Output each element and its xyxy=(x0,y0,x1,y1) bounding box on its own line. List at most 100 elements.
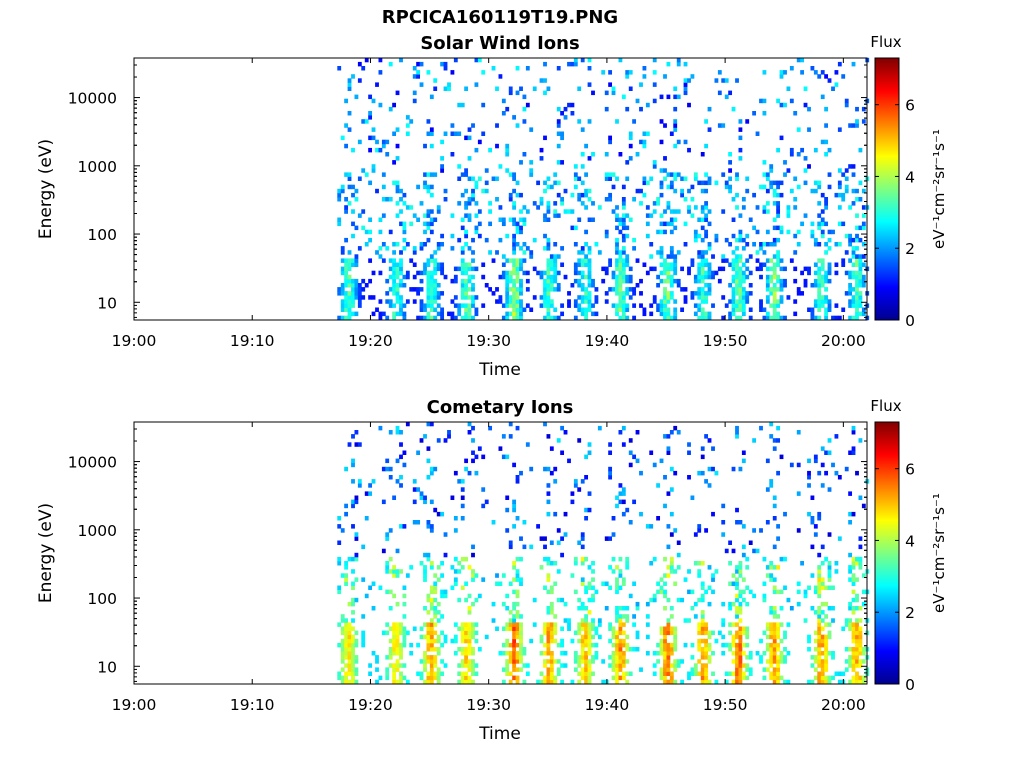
spectrogram-cell xyxy=(567,61,571,67)
spectrogram-cell xyxy=(460,266,465,272)
spectrogram-cell xyxy=(464,287,469,292)
spectrogram-cell xyxy=(474,307,479,312)
spectrogram-cell xyxy=(663,74,667,79)
spectrogram-cell xyxy=(615,581,619,586)
spectrogram-cell xyxy=(786,229,791,235)
spectrogram-cell xyxy=(618,659,623,664)
spectrogram-cell xyxy=(587,638,592,644)
spectrogram-cell xyxy=(549,630,554,636)
spectrogram-cell xyxy=(615,287,619,292)
spectrogram-cell xyxy=(663,573,667,578)
spectrogram-cell xyxy=(663,630,667,636)
spectrogram-cell xyxy=(697,561,702,566)
spectrogram-cell xyxy=(848,622,853,627)
spectrogram-cell xyxy=(515,675,520,681)
spectrogram-cell xyxy=(827,675,832,681)
spectrogram-cell xyxy=(858,295,863,300)
spectrogram-cell xyxy=(697,569,702,574)
spectrogram-cell xyxy=(666,221,671,227)
spectrogram-cell xyxy=(522,221,527,227)
spectrogram-cell xyxy=(546,291,551,296)
spectrogram-cell xyxy=(666,630,671,636)
spectrogram-cell xyxy=(426,446,431,451)
spectrogram-cell xyxy=(464,626,469,631)
spectrogram-cell xyxy=(515,221,520,227)
spectrogram-cell xyxy=(340,638,345,644)
spectrogram-cell xyxy=(467,663,472,668)
spectrogram-cell xyxy=(416,671,421,676)
spectrogram-cell xyxy=(735,258,739,263)
spectrogram-cell xyxy=(783,511,787,517)
spectrogram-cell xyxy=(690,197,695,202)
spectrogram-cell xyxy=(738,642,743,648)
spectrogram-cell xyxy=(385,246,390,251)
spectrogram-cell xyxy=(621,663,626,668)
spectrogram-cell xyxy=(858,274,863,280)
spectrogram-cell xyxy=(621,315,626,321)
spectrogram-cell xyxy=(460,647,465,652)
spectrogram-cell xyxy=(543,291,547,296)
spectrogram-cell xyxy=(426,287,431,292)
spectrogram-cell xyxy=(635,606,640,611)
spectrogram-cell xyxy=(817,675,822,681)
spectrogram-cell xyxy=(371,311,376,317)
spectrogram-cell xyxy=(666,61,671,67)
spectrogram-cell xyxy=(827,532,832,537)
spectrogram-cell xyxy=(628,647,633,652)
spectrogram-cell xyxy=(429,601,434,607)
spectrogram-cell xyxy=(549,675,554,681)
spectrogram-cell xyxy=(807,638,811,644)
spectrogram-cell xyxy=(680,287,685,292)
spectrogram-cell xyxy=(669,532,674,537)
spectrogram-cell xyxy=(501,111,506,116)
spectrogram-cell xyxy=(378,147,383,153)
spectrogram-cell xyxy=(567,626,571,631)
spectrogram-cell xyxy=(464,311,469,317)
spectrogram-cell xyxy=(385,655,390,660)
spectrogram-cell xyxy=(714,78,719,83)
spectrogram-cell xyxy=(604,176,609,181)
spectrogram-cell xyxy=(591,655,595,660)
spectrogram-cell xyxy=(443,638,448,644)
spectrogram-cell xyxy=(570,679,575,685)
spectrogram-cell xyxy=(848,237,853,243)
spectrogram-cell xyxy=(505,106,510,112)
spectrogram-cell xyxy=(546,278,551,284)
spectrogram-cell xyxy=(683,295,688,300)
spectrogram-cell xyxy=(858,291,863,296)
spectrogram-cell xyxy=(344,278,349,284)
spectrogram-cell xyxy=(697,180,702,186)
spectrogram-cell xyxy=(426,630,431,636)
spectrogram-cell xyxy=(467,565,472,570)
spectrogram-cell xyxy=(378,270,383,276)
spectrogram-cell xyxy=(515,516,520,521)
spectrogram-cell xyxy=(512,614,517,619)
spectrogram-cell xyxy=(824,274,829,280)
spectrogram-cell xyxy=(525,209,530,214)
spectrogram-cell xyxy=(669,250,674,255)
spectrogram-cell xyxy=(724,679,729,685)
spectrogram-cell xyxy=(395,270,400,276)
spectrogram-cell xyxy=(745,565,750,570)
spectrogram-cell xyxy=(354,291,359,296)
spectrogram-cell xyxy=(704,270,709,276)
spectrogram-cell xyxy=(436,246,441,251)
spectrogram-cell xyxy=(635,430,640,435)
spectrogram-cell xyxy=(388,651,393,656)
spectrogram-cell xyxy=(351,311,355,317)
spectrogram-cell xyxy=(560,663,565,668)
spectrogram-cell xyxy=(505,671,510,676)
spectrogram-cell xyxy=(423,499,427,505)
spectrogram-cell xyxy=(608,565,613,570)
spectrogram-cell xyxy=(453,622,458,627)
spectrogram-cell xyxy=(525,671,530,676)
spectrogram-cell xyxy=(491,66,496,71)
spectrogram-cell xyxy=(519,536,523,541)
spectrogram-cell xyxy=(423,569,427,574)
spectrogram-cell xyxy=(344,291,349,296)
spectrogram-cell xyxy=(580,201,585,206)
spectrogram-cell xyxy=(429,283,434,288)
spectrogram-cell xyxy=(347,299,352,304)
spectrogram-cell xyxy=(769,561,774,566)
spectrogram-cell xyxy=(344,299,349,304)
